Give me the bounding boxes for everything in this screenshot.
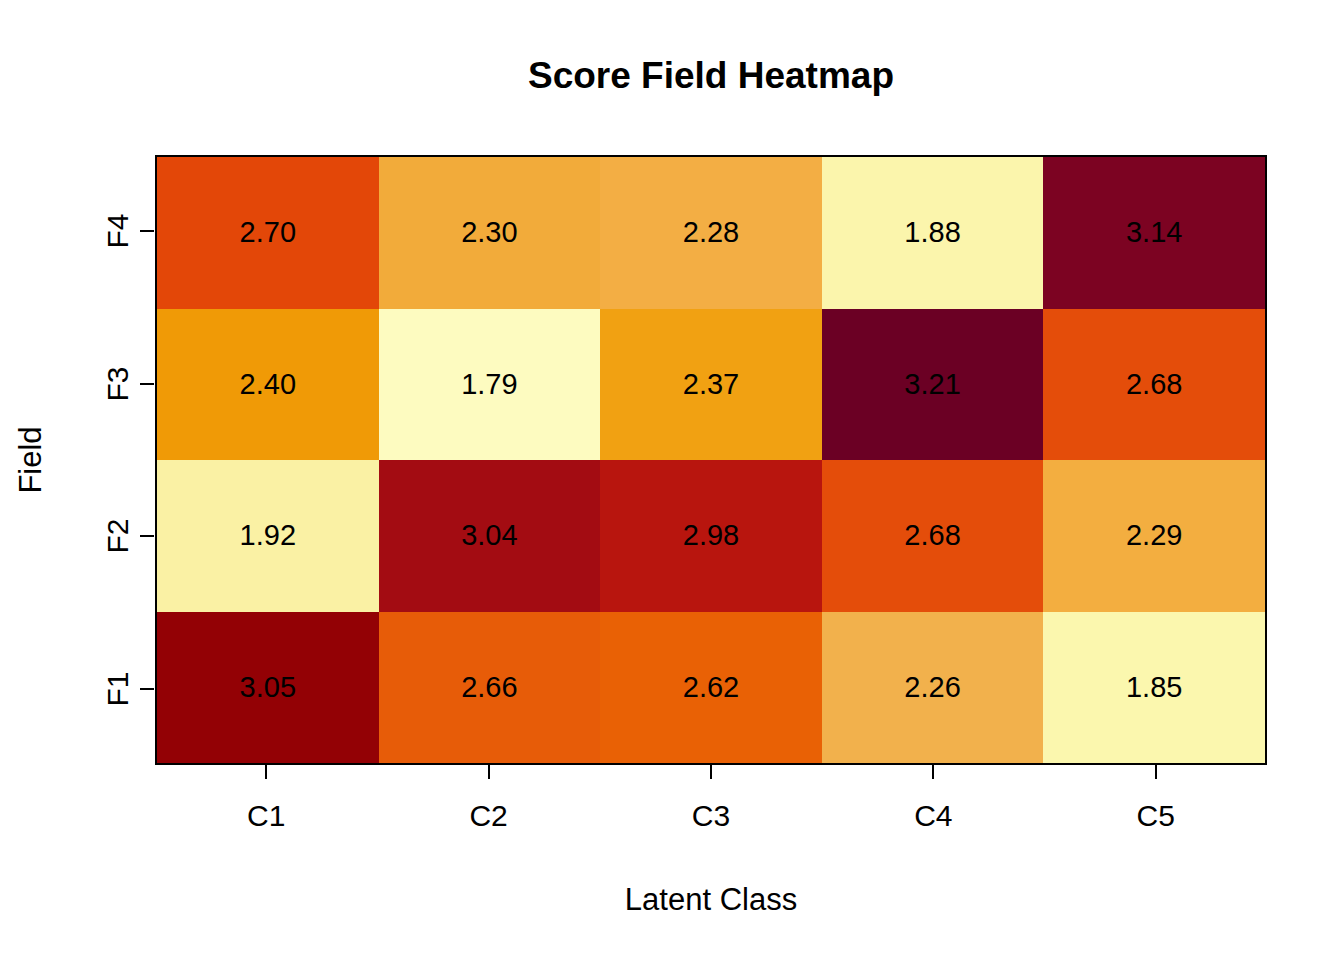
cell-value-label: 3.05 <box>240 673 296 702</box>
cell-value-label: 2.62 <box>683 673 739 702</box>
cell-value-label: 2.68 <box>1126 370 1182 399</box>
x-axis-tick-C5 <box>1155 765 1157 779</box>
y-axis-tick-F2 <box>140 535 154 537</box>
x-axis-tick-C1 <box>265 765 267 779</box>
heatmap-cell-F2-C1: 1.92 <box>157 460 379 612</box>
heatmap-figure: Score Field Heatmap 2.70 2.30 2.28 1.88 3.14… <box>0 0 1344 960</box>
x-axis-tick-label-C1: C1 <box>206 801 326 831</box>
heatmap-cell-F3-C2: 1.79 <box>379 309 601 461</box>
heatmap-cell-F2-C5: 2.29 <box>1043 460 1265 612</box>
x-axis-tick-C4 <box>932 765 934 779</box>
heatmap-cell-F4-C2: 2.30 <box>379 157 601 309</box>
cell-value-label: 2.98 <box>683 521 739 550</box>
y-axis-tick-label-F3: F3 <box>103 366 133 401</box>
y-axis-tick-label-F2: F2 <box>103 519 133 554</box>
heatmap-cell-F3-C3: 2.37 <box>600 309 822 461</box>
y-axis-tick-label-F4: F4 <box>103 214 133 249</box>
cell-value-label: 2.37 <box>683 370 739 399</box>
chart-title: Score Field Heatmap <box>155 56 1267 97</box>
cell-value-label: 2.66 <box>461 673 517 702</box>
heatmap-cell-F1-C5: 1.85 <box>1043 612 1265 764</box>
x-axis-tick-C2 <box>488 765 490 779</box>
cell-value-label: 2.26 <box>904 673 960 702</box>
cell-value-label: 2.68 <box>904 521 960 550</box>
heatmap-cell-F1-C1: 3.05 <box>157 612 379 764</box>
heatmap-plot-area: 2.70 2.30 2.28 1.88 3.14 2.40 1.79 2.37 3.21 2.68… <box>155 155 1267 765</box>
heatmap-cell-F4-C1: 2.70 <box>157 157 379 309</box>
heatmap-cell-F4-C5: 3.14 <box>1043 157 1265 309</box>
x-axis-tick-label-C2: C2 <box>429 801 549 831</box>
y-axis-tick-label-F1: F1 <box>103 671 133 706</box>
x-axis-tick-label-C4: C4 <box>873 801 993 831</box>
y-axis-tick-F4 <box>140 230 154 232</box>
heatmap-cell-F3-C4: 3.21 <box>822 309 1044 461</box>
heatmap-cell-F2-C3: 2.98 <box>600 460 822 612</box>
cell-value-label: 2.40 <box>240 370 296 399</box>
heatmap-cell-F1-C3: 2.62 <box>600 612 822 764</box>
cell-value-label: 3.14 <box>1126 218 1182 247</box>
cell-value-label: 2.70 <box>240 218 296 247</box>
cell-value-label: 3.04 <box>461 521 517 550</box>
x-axis-tick-C3 <box>710 765 712 779</box>
cell-value-label: 2.29 <box>1126 521 1182 550</box>
cell-value-label: 1.92 <box>240 521 296 550</box>
x-axis-tick-label-C3: C3 <box>651 801 771 831</box>
x-axis-title: Latent Class <box>155 884 1267 915</box>
heatmap-cell-F1-C2: 2.66 <box>379 612 601 764</box>
heatmap-cell-F4-C4: 1.88 <box>822 157 1044 309</box>
cell-value-label: 1.85 <box>1126 673 1182 702</box>
cell-value-label: 2.30 <box>461 218 517 247</box>
cell-value-label: 2.28 <box>683 218 739 247</box>
heatmap-cell-F2-C2: 3.04 <box>379 460 601 612</box>
heatmap-cell-F1-C4: 2.26 <box>822 612 1044 764</box>
heatmap-cell-F3-C5: 2.68 <box>1043 309 1265 461</box>
y-axis-tick-F3 <box>140 383 154 385</box>
cell-value-label: 3.21 <box>904 370 960 399</box>
y-axis-tick-F1 <box>140 688 154 690</box>
heatmap-cell-F2-C4: 2.68 <box>822 460 1044 612</box>
heatmap-cell-F3-C1: 2.40 <box>157 309 379 461</box>
x-axis-tick-label-C5: C5 <box>1096 801 1216 831</box>
cell-value-label: 1.79 <box>461 370 517 399</box>
heatmap-cell-F4-C3: 2.28 <box>600 157 822 309</box>
y-axis-title: Field <box>15 426 46 493</box>
cell-value-label: 1.88 <box>904 218 960 247</box>
